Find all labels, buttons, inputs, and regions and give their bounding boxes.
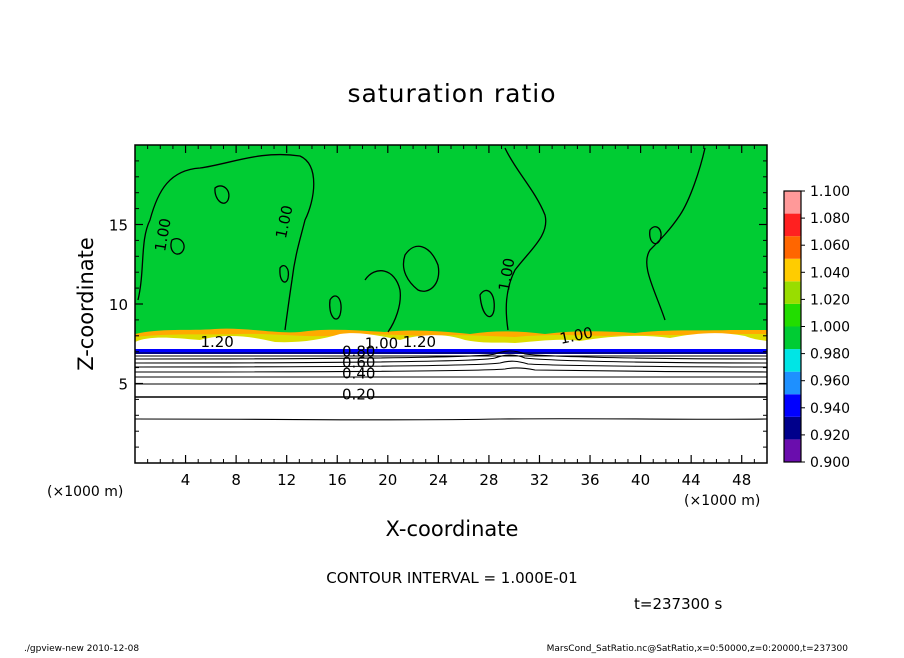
contour-1.00-left (137, 153, 315, 331)
contour-1.00-middle (504, 147, 547, 331)
contour-label: 0.60 (342, 354, 375, 372)
contour-1.00-blob-h (279, 264, 290, 283)
x-tick-label: 36 (580, 471, 599, 489)
colorbar-swatch (784, 236, 801, 259)
y-axis-title: Z-coordinate (74, 237, 98, 371)
contour-1.00-right (646, 147, 706, 321)
colorbar-swatch (784, 439, 801, 462)
subsaturated-boundary-dark (135, 352, 767, 354)
contour-label: 0.40 (342, 365, 375, 383)
contour-1.00-blob-e (329, 295, 342, 320)
contour-label: 1.20 (200, 333, 233, 351)
contour-label: 1.00 (151, 217, 175, 253)
colorbar-swatch (784, 213, 801, 237)
contour-1.00-blob-a (402, 245, 440, 292)
colorbar-label: 1.040 (810, 265, 850, 281)
colorbar-label: 0.940 (810, 401, 850, 417)
colorbar-swatch (784, 371, 801, 395)
colorbar-label: 1.080 (810, 211, 850, 227)
x-tick-label: 12 (277, 471, 296, 489)
y-tick-label: 10 (109, 296, 128, 314)
contour-1.00-blob-f (479, 289, 495, 318)
x-tick-label: 4 (181, 471, 191, 489)
subsaturated-boundary (135, 349, 767, 354)
colorbar-label: 1.060 (810, 238, 850, 254)
contour-1.00-blob-c (214, 185, 230, 204)
x-tick-label: 40 (631, 471, 650, 489)
colorbar-label: 0.980 (810, 347, 850, 363)
colorbar-swatch (784, 258, 801, 282)
colorbar-swatch (784, 191, 801, 214)
colorbar-label: 1.020 (810, 292, 850, 308)
y-tick-label: 15 (109, 217, 128, 235)
colorbar-label: 0.900 (810, 455, 850, 471)
x-axis-title: X-coordinate (386, 517, 519, 541)
contour-interval-label: CONTOUR INTERVAL = 1.000E-01 (326, 569, 577, 587)
chart-title: saturation ratio (347, 79, 556, 108)
contour-0.60 (135, 360, 767, 368)
colorbar-label: 1.000 (810, 320, 850, 336)
contour-label: 1.00 (365, 335, 398, 353)
x-tick-label: 16 (328, 471, 347, 489)
x-unit-label-left: (×1000 m) (47, 484, 123, 500)
colorbar-swatch (784, 416, 801, 440)
contour-0.70 (135, 354, 767, 364)
colorbar-swatch (784, 349, 801, 372)
x-tick-label: 44 (682, 471, 701, 489)
saturated-region (135, 145, 767, 355)
x-tick-label: 32 (530, 471, 549, 489)
colorbar-label: 1.100 (810, 184, 850, 200)
colorbar-swatch (784, 394, 801, 417)
colorbar-label: 0.960 (810, 374, 850, 390)
contour-1.00-blob-g (649, 226, 662, 245)
contour-label: 1.00 (495, 256, 519, 292)
contour-label: 1.20 (403, 333, 436, 351)
time-label: t=237300 s (634, 595, 722, 613)
contour-1.00-blob-d (170, 238, 185, 255)
contour-label: 0.80 (342, 342, 375, 360)
footer-source: MarsCond_SatRatio.nc@SatRatio,x=0:50000,… (547, 644, 849, 654)
supersaturated-layer (135, 333, 767, 350)
x-unit-label-right: (×1000 m) (684, 493, 760, 509)
contour-0.10 (135, 418, 767, 421)
contour-0.50 (135, 367, 767, 373)
x-tick-label: 24 (429, 471, 448, 489)
y-tick-label: 5 (118, 376, 128, 394)
x-tick-label: 48 (732, 471, 751, 489)
x-tick-label: 8 (231, 471, 241, 489)
footer-program: ./gpview-new 2010-12-08 (24, 644, 139, 654)
x-tick-label: 20 (378, 471, 397, 489)
colorbar-swatch (784, 281, 801, 304)
colorbar-swatch (784, 326, 801, 350)
x-tick-label: 28 (479, 471, 498, 489)
colorbar-swatch (784, 303, 801, 327)
contour-0.80 (135, 350, 767, 360)
colorbar-label: 0.920 (810, 428, 850, 444)
contour-label: 0.20 (342, 385, 375, 403)
contour-1.00-blob-b (364, 270, 401, 333)
